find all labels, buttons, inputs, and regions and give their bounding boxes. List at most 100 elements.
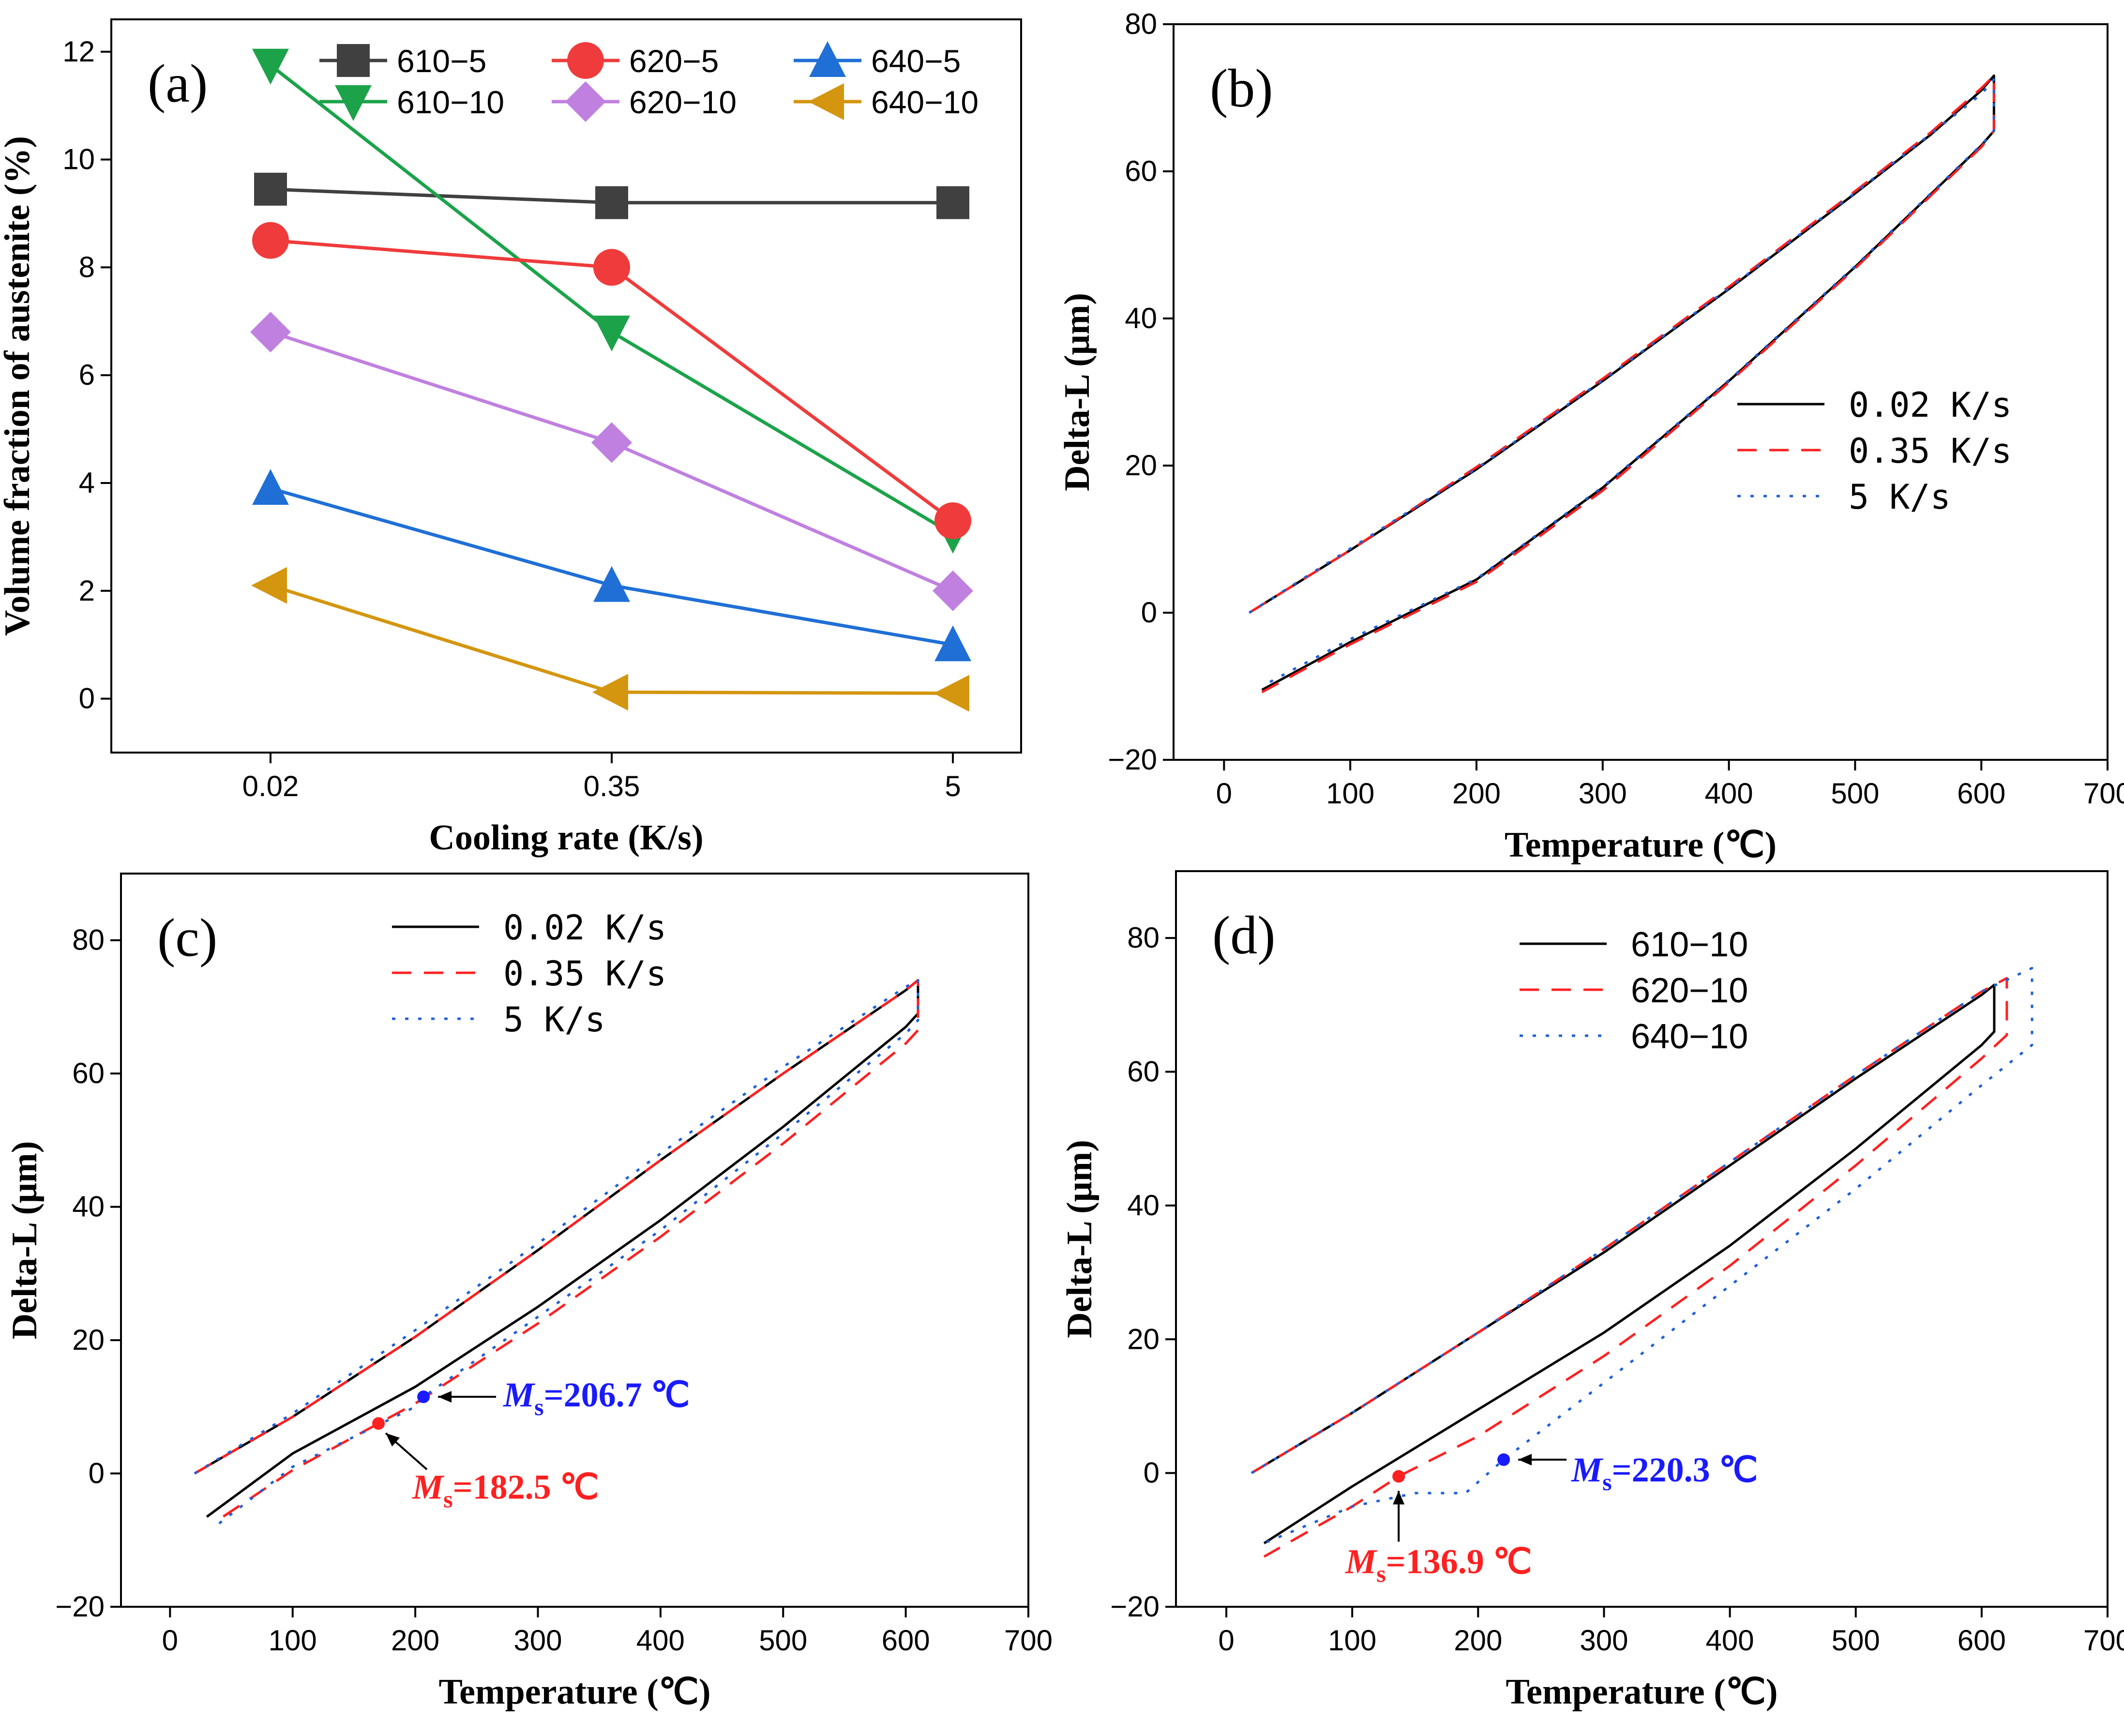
annotation: Ms=182.5 ℃ xyxy=(372,1417,599,1512)
y-tick-label: 0 xyxy=(1141,596,1157,629)
legend-item: 610−10 xyxy=(1520,925,1748,964)
y-axis-title: Volume fraction of austenite (%) xyxy=(0,136,37,636)
legend-label: 610−10 xyxy=(397,84,504,120)
legend-item: 620−5 xyxy=(552,42,719,79)
x-tick-label: 0.02 xyxy=(242,770,299,802)
y-tick-label: 0 xyxy=(89,1457,105,1490)
y-tick-label: 60 xyxy=(72,1057,105,1089)
x-tick-label: 600 xyxy=(882,1624,930,1657)
legend-marker xyxy=(808,83,844,120)
legend-label: 0.35 K/s xyxy=(1849,431,2012,471)
y-tick-label: 0 xyxy=(79,682,95,715)
y-tick-label: 12 xyxy=(62,35,95,68)
legend-marker xyxy=(337,44,370,77)
annotation-point xyxy=(372,1417,385,1430)
panel-c: −20 0 20 40 60 80 0 100 200 300 400 500 600 700 Temper… xyxy=(5,873,1053,1712)
data-point xyxy=(934,502,971,539)
x-tick-label: 0 xyxy=(1218,1624,1234,1657)
legend-label: 610−10 xyxy=(1631,925,1748,964)
series-1 xyxy=(194,979,919,1525)
x-tick-label: 500 xyxy=(1832,1624,1880,1657)
y-tick-label: 60 xyxy=(1127,1056,1160,1088)
x-tick-label: 200 xyxy=(1454,1624,1502,1657)
annotation-arrowhead xyxy=(1518,1454,1532,1465)
x-axis-title: Temperature (℃) xyxy=(1506,1672,1778,1712)
series-2 xyxy=(1250,966,2034,1545)
legend-item: 640−10 xyxy=(794,83,979,120)
panel-label: (a) xyxy=(148,54,208,114)
legend-marker xyxy=(335,85,372,121)
data-point xyxy=(593,566,630,602)
panel-label: (c) xyxy=(157,908,217,968)
legend-item: 610−5 xyxy=(319,43,486,79)
x-axis-title: Temperature (℃) xyxy=(439,1672,711,1712)
legend: 610−5 620−5 640−5 610−10 620−10 640−10 xyxy=(319,41,979,122)
x-tick-label: 300 xyxy=(513,1624,562,1657)
x-tick-label: 300 xyxy=(1579,777,1627,810)
x-tick-label: 100 xyxy=(1326,777,1374,810)
series-line xyxy=(1249,74,1995,691)
x-tick-label: 400 xyxy=(636,1624,685,1657)
annotation: Ms=136.9 ℃ xyxy=(1345,1470,1532,1587)
annotation: Ms=206.7 ℃ xyxy=(417,1375,690,1420)
x-tick-label: 100 xyxy=(269,1624,317,1657)
annotation-label: Ms=220.3 ℃ xyxy=(1571,1450,1758,1495)
annotation-point xyxy=(1392,1470,1405,1483)
annotation-arrowhead xyxy=(438,1391,452,1403)
series-line xyxy=(1250,966,2034,1545)
series-0 xyxy=(1249,74,1995,691)
legend-item: 610−10 xyxy=(319,84,504,121)
series-line xyxy=(1249,78,1995,688)
x-tick-label: 600 xyxy=(1958,1624,2006,1657)
x-tick-label: 5 xyxy=(945,770,961,802)
annotation-label: Ms=206.7 ℃ xyxy=(503,1375,690,1420)
panel-b: −20 0 20 40 60 80 0 100 200 300 400 500 600 700 Temper… xyxy=(1057,8,2124,865)
legend-item: 620−10 xyxy=(1520,971,1748,1010)
y-tick-label: 2 xyxy=(79,574,95,607)
x-tick-label: 0 xyxy=(1216,777,1232,810)
series-3 xyxy=(250,312,973,611)
legend-item: 5 K/s xyxy=(392,1000,605,1040)
y-axis-title: Delta-L (μm) xyxy=(1060,1140,1100,1338)
x-tick-label: 500 xyxy=(759,1624,807,1657)
y-tick-label: 40 xyxy=(1125,302,1157,334)
data-point xyxy=(934,625,971,662)
y-axis-title: Delta-L (μm) xyxy=(5,1141,45,1340)
data-point xyxy=(251,567,287,604)
legend-label: 0.02 K/s xyxy=(1849,385,2012,425)
x-tick-label: 0 xyxy=(162,1624,178,1657)
x-tick-label: 700 xyxy=(1004,1624,1053,1657)
panel-label: (b) xyxy=(1210,59,1273,119)
data-point xyxy=(250,312,291,353)
y-tick-label: 4 xyxy=(79,467,95,499)
legend-item: 0.02 K/s xyxy=(1737,385,2012,425)
legend-label: 640−5 xyxy=(871,43,961,79)
data-point xyxy=(252,222,289,259)
y-tick-label: 8 xyxy=(79,251,95,283)
data-point xyxy=(936,186,969,219)
legend-label: 640−10 xyxy=(871,84,979,120)
x-tick-label: 500 xyxy=(1831,777,1879,810)
y-tick-label: 20 xyxy=(1125,449,1157,482)
data-point xyxy=(252,469,289,505)
legend-label: 620−10 xyxy=(1631,971,1748,1010)
legend-marker xyxy=(567,42,604,79)
annotation-label: Ms=182.5 ℃ xyxy=(412,1467,599,1512)
y-tick-label: 80 xyxy=(1127,921,1160,954)
data-point xyxy=(592,674,628,711)
annotation-point xyxy=(417,1390,430,1404)
legend-item: 640−10 xyxy=(1520,1017,1748,1056)
y-tick-label: 80 xyxy=(1125,8,1157,40)
panel-d: −20 0 20 40 60 80 0 100 200 300 400 500 600 700 Temper… xyxy=(1060,870,2124,1712)
legend-label: 620−5 xyxy=(629,43,719,79)
data-point xyxy=(595,186,628,219)
data-point xyxy=(591,422,632,463)
legend-item: 0.35 K/s xyxy=(392,954,666,994)
x-tick-label: 300 xyxy=(1580,1624,1628,1657)
x-axis-title: Temperature (℃) xyxy=(1505,825,1777,865)
legend-item: 0.35 K/s xyxy=(1737,431,2012,471)
panel-a: 0 2 4 6 8 10 12 0.02 0.35 5 Cooling rate (K/s) Volu… xyxy=(0,18,1022,858)
series-4 xyxy=(252,469,971,662)
